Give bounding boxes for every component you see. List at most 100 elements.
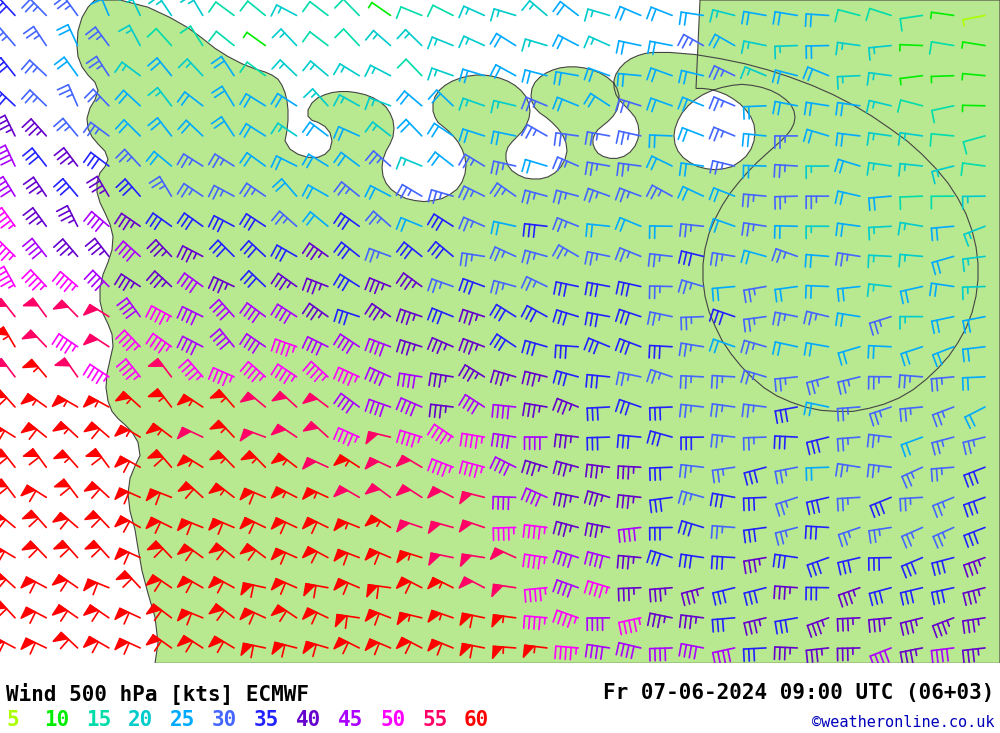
Polygon shape (429, 553, 440, 565)
Polygon shape (303, 421, 318, 431)
Polygon shape (303, 458, 316, 469)
Polygon shape (53, 301, 68, 309)
Polygon shape (77, 0, 1000, 663)
Polygon shape (178, 609, 190, 621)
Polygon shape (240, 392, 255, 402)
Text: Fr 07-06-2024 09:00 UTC (06+03): Fr 07-06-2024 09:00 UTC (06+03) (603, 683, 994, 703)
Polygon shape (115, 516, 129, 527)
Polygon shape (492, 584, 503, 597)
Polygon shape (365, 515, 379, 526)
Polygon shape (271, 487, 285, 498)
Polygon shape (177, 394, 192, 405)
Text: Wind 500 hPa [kts] ECMWF: Wind 500 hPa [kts] ECMWF (6, 683, 309, 705)
Text: 60: 60 (464, 710, 489, 729)
Polygon shape (396, 578, 410, 589)
Polygon shape (115, 638, 128, 650)
Polygon shape (271, 454, 286, 463)
Polygon shape (334, 519, 347, 531)
Polygon shape (210, 390, 225, 398)
Polygon shape (86, 449, 101, 457)
Polygon shape (0, 425, 4, 436)
Polygon shape (84, 422, 99, 432)
Polygon shape (177, 455, 191, 466)
Polygon shape (115, 426, 129, 436)
Polygon shape (177, 577, 191, 587)
Polygon shape (334, 550, 347, 561)
Polygon shape (146, 575, 160, 586)
Polygon shape (271, 548, 284, 560)
Polygon shape (334, 638, 347, 649)
Polygon shape (21, 485, 35, 496)
Polygon shape (84, 482, 99, 491)
Polygon shape (209, 636, 223, 647)
Polygon shape (115, 456, 129, 467)
Polygon shape (302, 547, 316, 558)
Polygon shape (147, 541, 162, 550)
Polygon shape (52, 396, 66, 407)
Polygon shape (52, 575, 67, 585)
Polygon shape (241, 451, 256, 460)
Polygon shape (240, 608, 253, 619)
Polygon shape (240, 430, 253, 441)
Polygon shape (241, 644, 252, 655)
Polygon shape (209, 519, 222, 530)
Polygon shape (334, 579, 347, 590)
Polygon shape (365, 484, 380, 494)
Text: 25: 25 (170, 710, 195, 729)
Polygon shape (428, 521, 440, 534)
Text: 30: 30 (212, 710, 237, 729)
Polygon shape (334, 486, 348, 497)
Polygon shape (85, 541, 100, 549)
Polygon shape (428, 487, 441, 498)
Polygon shape (0, 390, 6, 399)
Polygon shape (146, 635, 161, 645)
Polygon shape (272, 391, 287, 401)
Polygon shape (115, 488, 128, 499)
Polygon shape (115, 548, 128, 559)
Polygon shape (396, 456, 410, 466)
Polygon shape (178, 545, 192, 554)
Polygon shape (271, 605, 286, 616)
Polygon shape (304, 583, 315, 596)
Polygon shape (54, 479, 69, 487)
Polygon shape (0, 299, 7, 306)
Polygon shape (0, 513, 5, 523)
Text: 40: 40 (296, 710, 321, 729)
Polygon shape (303, 488, 316, 499)
Polygon shape (303, 517, 316, 528)
Polygon shape (492, 647, 502, 659)
Polygon shape (52, 605, 67, 615)
Polygon shape (460, 614, 471, 625)
Polygon shape (0, 546, 4, 557)
Polygon shape (240, 517, 253, 528)
Polygon shape (54, 450, 69, 459)
Polygon shape (334, 455, 348, 465)
Polygon shape (178, 519, 190, 531)
Polygon shape (146, 424, 161, 433)
Polygon shape (367, 585, 377, 597)
Polygon shape (459, 577, 473, 588)
Polygon shape (365, 549, 378, 560)
Polygon shape (0, 449, 7, 457)
Polygon shape (21, 577, 35, 588)
Polygon shape (240, 544, 255, 554)
Polygon shape (428, 578, 441, 589)
Polygon shape (0, 358, 7, 366)
Polygon shape (178, 482, 193, 491)
Polygon shape (23, 449, 38, 457)
Polygon shape (209, 577, 222, 588)
Polygon shape (271, 424, 286, 435)
Polygon shape (303, 608, 316, 619)
Polygon shape (0, 479, 7, 487)
Polygon shape (22, 510, 37, 519)
Polygon shape (84, 605, 98, 615)
Polygon shape (22, 541, 37, 550)
Polygon shape (177, 636, 192, 647)
Polygon shape (523, 645, 534, 658)
Polygon shape (177, 427, 191, 439)
Polygon shape (210, 421, 225, 429)
Polygon shape (21, 638, 34, 649)
Polygon shape (428, 611, 441, 622)
Polygon shape (146, 604, 161, 614)
Polygon shape (272, 642, 284, 655)
